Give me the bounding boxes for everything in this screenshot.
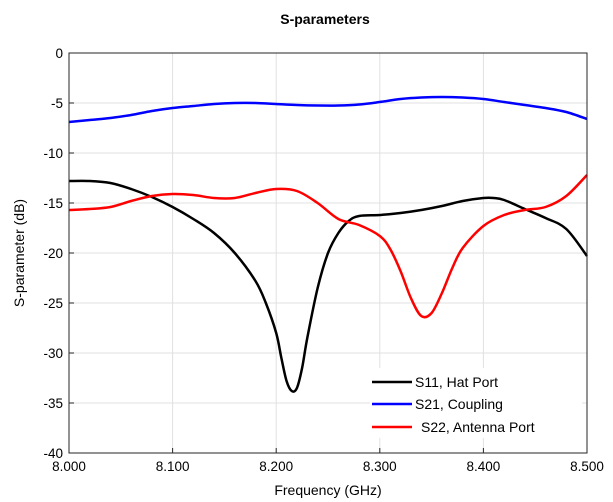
chart-title: S-parameters <box>280 11 370 27</box>
x-tick-label: 8.400 <box>467 459 501 474</box>
x-tick-label: 8.300 <box>363 459 397 474</box>
x-tick-label: 8.500 <box>570 459 604 474</box>
legend-label: S22, Antenna Port <box>421 419 535 435</box>
y-tick-label: -30 <box>43 346 63 361</box>
y-tick-label: -35 <box>43 396 63 411</box>
y-tick-label: 0 <box>55 46 63 61</box>
ticks: 8.000 8.100 8.200 8.300 8.400 8.500 0 -5 -10 -15 -… <box>43 46 603 474</box>
x-axis-title: Frequency (GHz) <box>274 482 381 498</box>
legend-label: S21, Coupling <box>415 396 503 412</box>
series-line-1 <box>68 179 589 393</box>
y-tick-label: -15 <box>43 196 63 211</box>
y-tick-label: -25 <box>43 296 63 311</box>
y-tick-label: -5 <box>51 96 63 111</box>
y-axis-title: S-parameter (dB) <box>11 199 27 307</box>
x-tick-label: 8.100 <box>156 459 190 474</box>
series-layer <box>68 95 589 393</box>
y-tick-label: -40 <box>43 446 63 461</box>
y-tick-label: -20 <box>43 246 63 261</box>
x-tick-label: 8.200 <box>259 459 293 474</box>
y-tick-label: -10 <box>43 146 63 161</box>
legend: S11, Hat Port S21, Coupling S22, Antenna P… <box>370 368 582 438</box>
series-line-3 <box>68 174 588 319</box>
legend-label: S11, Hat Port <box>415 374 498 390</box>
x-tick-label: 8.000 <box>52 459 86 474</box>
series-line-2 <box>68 95 588 124</box>
